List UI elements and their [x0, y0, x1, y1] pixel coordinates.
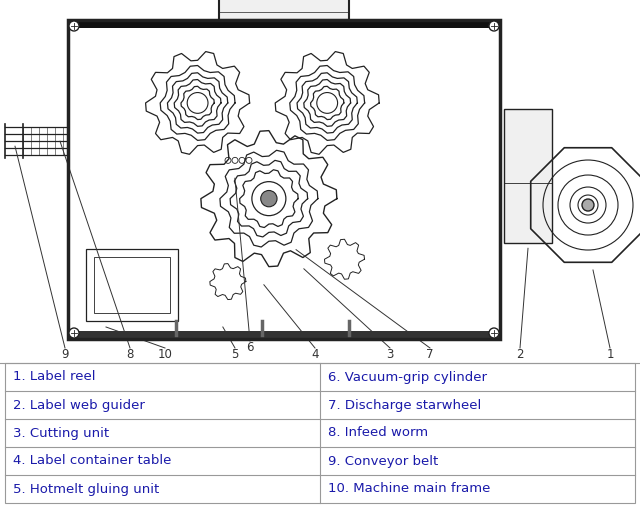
Polygon shape: [324, 239, 365, 279]
Polygon shape: [239, 170, 298, 228]
Circle shape: [489, 21, 499, 31]
Circle shape: [252, 182, 286, 216]
Text: 3. Cutting unit: 3. Cutting unit: [13, 427, 109, 439]
Text: 6. Vacuum-grip cylinder: 6. Vacuum-grip cylinder: [328, 371, 487, 383]
Text: 5. Hotmelt gluing unit: 5. Hotmelt gluing unit: [13, 482, 159, 495]
Text: 8. Infeed worm: 8. Infeed worm: [328, 427, 428, 439]
Polygon shape: [220, 150, 318, 247]
Polygon shape: [201, 131, 337, 267]
Text: 10: 10: [157, 348, 172, 361]
Bar: [68, 20, 500, 28]
Polygon shape: [181, 86, 214, 120]
Text: 7: 7: [426, 348, 434, 361]
Polygon shape: [304, 80, 351, 126]
Circle shape: [260, 190, 277, 207]
Text: 9. Conveyor belt: 9. Conveyor belt: [328, 454, 438, 468]
Circle shape: [69, 328, 79, 338]
Text: 1. Label reel: 1. Label reel: [13, 371, 95, 383]
Text: 3: 3: [387, 348, 394, 361]
Text: 9: 9: [61, 348, 68, 361]
Polygon shape: [146, 52, 250, 155]
Polygon shape: [310, 86, 344, 120]
Text: 5: 5: [231, 348, 239, 361]
Text: 7. Discharge starwheel: 7. Discharge starwheel: [328, 398, 481, 412]
Text: 1: 1: [606, 348, 614, 361]
Text: 6: 6: [246, 341, 253, 354]
Text: 8: 8: [126, 348, 134, 361]
Circle shape: [187, 92, 208, 113]
Bar: [504, 109, 552, 243]
Polygon shape: [290, 66, 365, 140]
Polygon shape: [168, 73, 228, 133]
Polygon shape: [210, 264, 246, 299]
Text: 4. Label container table: 4. Label container table: [13, 454, 172, 468]
Bar: [68, 331, 500, 339]
Polygon shape: [531, 148, 640, 262]
Polygon shape: [230, 161, 308, 237]
Bar: [94, 257, 170, 313]
Text: 2. Label web guider: 2. Label web guider: [13, 398, 145, 412]
Circle shape: [69, 21, 79, 31]
Bar: [68, 20, 500, 339]
Bar: [86, 249, 178, 321]
Text: 2: 2: [516, 348, 524, 361]
Polygon shape: [174, 80, 221, 126]
Polygon shape: [275, 52, 379, 155]
Text: 4: 4: [311, 348, 319, 361]
Circle shape: [489, 328, 499, 338]
Circle shape: [582, 199, 594, 211]
Bar: [68, 20, 500, 339]
Polygon shape: [160, 66, 235, 140]
Bar: [219, 0, 349, 20]
Circle shape: [317, 92, 338, 113]
Text: 10. Machine main frame: 10. Machine main frame: [328, 482, 490, 495]
Polygon shape: [297, 73, 357, 133]
Bar: [5, 363, 635, 503]
